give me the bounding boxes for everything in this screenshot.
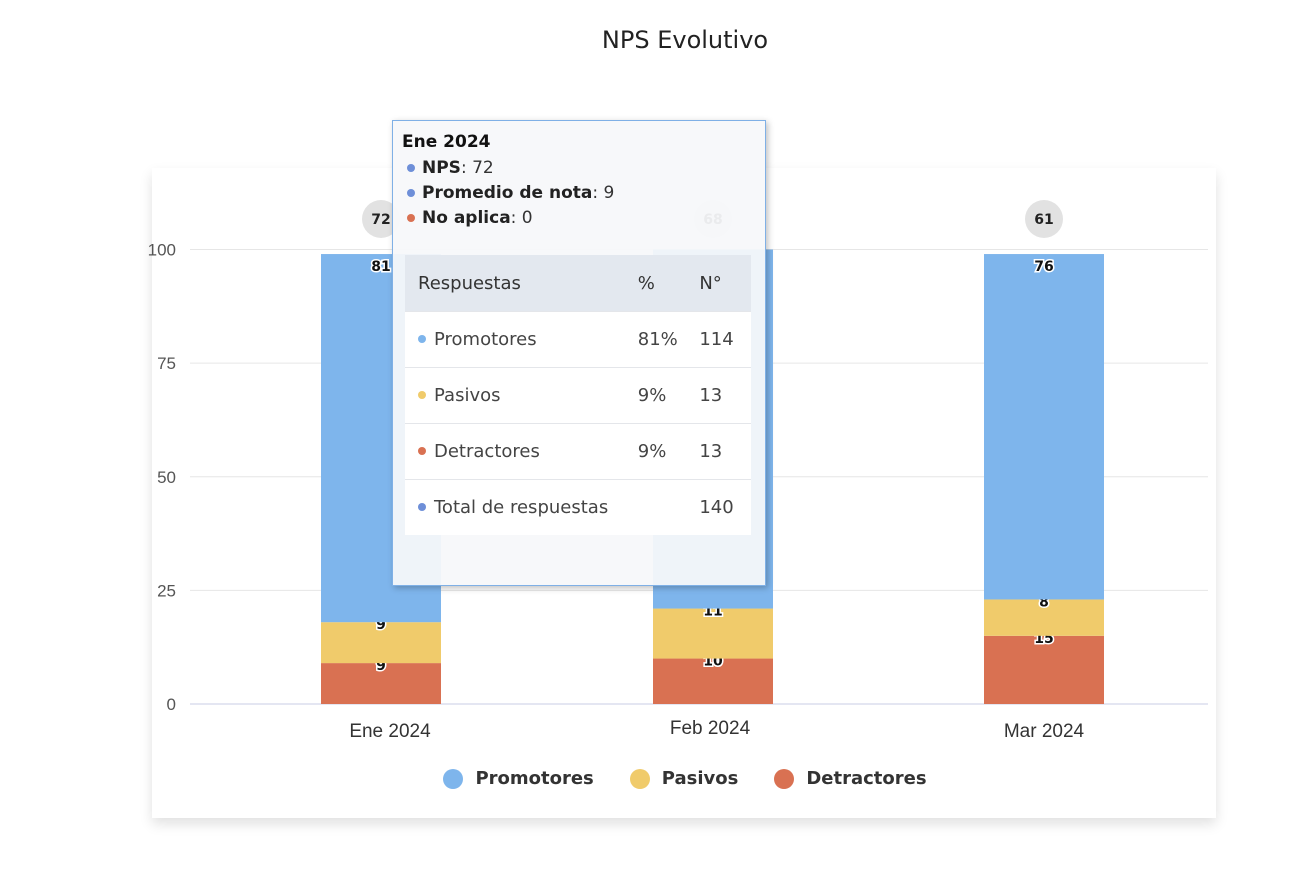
tooltip-header-pct: % — [637, 255, 700, 312]
tooltip-value-nps: : 72 — [460, 158, 494, 178]
bar-detractores — [984, 635, 1104, 704]
row-pct: 9% — [637, 423, 700, 480]
tooltip-value-no-aplica: : 0 — [510, 208, 533, 228]
bar-pasivos — [321, 622, 441, 664]
tooltip-header-n: N° — [699, 255, 751, 312]
tooltip-dot-no-aplica — [407, 214, 415, 222]
legend-dot-pasivos — [629, 768, 650, 789]
tooltip-value-promedio: : 9 — [592, 183, 615, 203]
bar-detractores — [321, 663, 441, 704]
row-dot-pasivos — [418, 391, 426, 399]
tooltip-label-no-aplica: No aplica — [422, 208, 511, 228]
row-pct: 9% — [637, 367, 700, 424]
tooltip: Ene 2024 NPS: 72 Promedio de nota: 9 No … — [392, 120, 766, 586]
row-dot-total — [418, 503, 426, 511]
legend-item-promotores[interactable]: Promotores — [443, 768, 594, 789]
bar-detractores — [653, 658, 773, 704]
row-pct: 81% — [637, 311, 700, 368]
bar-promotores — [984, 254, 1104, 600]
table-row: Total de respuestas 140 — [405, 479, 751, 535]
legend-label-detractores: Detractores — [806, 768, 927, 789]
legend-item-detractores[interactable]: Detractores — [774, 768, 927, 789]
row-dot-promotores — [418, 335, 426, 343]
x-tick-label: Feb 2024 — [670, 718, 751, 739]
chart-legend: Promotores Pasivos Detractores — [0, 768, 1301, 789]
y-tick-label: 0 — [167, 695, 176, 714]
y-tick-label: 25 — [157, 581, 176, 600]
tooltip-label-promedio: Promedio de nota — [422, 183, 593, 203]
legend-label-pasivos: Pasivos — [661, 768, 739, 789]
table-row: Promotores 81% 114 — [405, 311, 751, 368]
data-label: 81 — [371, 259, 390, 275]
nps-badge — [362, 200, 400, 238]
row-n: 13 — [699, 423, 751, 480]
legend-dot-promotores — [443, 768, 464, 789]
legend-item-pasivos[interactable]: Pasivos — [629, 768, 739, 789]
row-label: Detractores — [434, 441, 540, 462]
row-label: Total de respuestas — [434, 497, 609, 518]
chart-title: NPS Evolutivo — [601, 26, 769, 54]
tooltip-header-respuestas: Respuestas — [405, 255, 638, 312]
tooltip-line-nps: NPS: 72 — [407, 158, 494, 178]
table-row: Pasivos 9% 13 — [405, 367, 751, 424]
tooltip-table: Respuestas % N° Promotores 81% 114 Pasiv… — [405, 255, 751, 535]
tooltip-dot-promedio — [407, 189, 415, 197]
tooltip-dot-nps — [407, 164, 415, 172]
row-pct — [637, 479, 700, 535]
tooltip-label-nps: NPS — [422, 158, 461, 178]
nps-badge-label: 61 — [1034, 212, 1053, 228]
row-label: Promotores — [434, 329, 537, 350]
data-label: 76 — [1034, 259, 1053, 275]
nps-badge — [1025, 200, 1063, 238]
row-n: 140 — [699, 479, 751, 535]
bar-pasivos — [984, 599, 1104, 636]
y-tick-label: 100 — [148, 241, 176, 260]
row-n: 13 — [699, 367, 751, 424]
row-label: Pasivos — [434, 385, 501, 406]
y-tick-label: 75 — [157, 354, 176, 373]
row-n: 114 — [699, 311, 751, 368]
x-tick-label: Ene 2024 — [349, 721, 431, 742]
tooltip-title: Ene 2024 — [402, 132, 491, 152]
table-row: Detractores 9% 13 — [405, 423, 751, 480]
y-tick-label: 50 — [157, 468, 176, 487]
row-dot-detractores — [418, 447, 426, 455]
legend-dot-detractores — [774, 768, 795, 789]
tooltip-table-header: Respuestas % N° — [405, 255, 751, 312]
bar-pasivos — [653, 608, 773, 659]
tooltip-line-no-aplica: No aplica: 0 — [407, 208, 533, 228]
legend-label-promotores: Promotores — [475, 768, 594, 789]
nps-badge-label: 72 — [371, 212, 390, 228]
tooltip-line-promedio: Promedio de nota: 9 — [407, 183, 614, 203]
x-tick-label: Mar 2024 — [1004, 721, 1085, 742]
